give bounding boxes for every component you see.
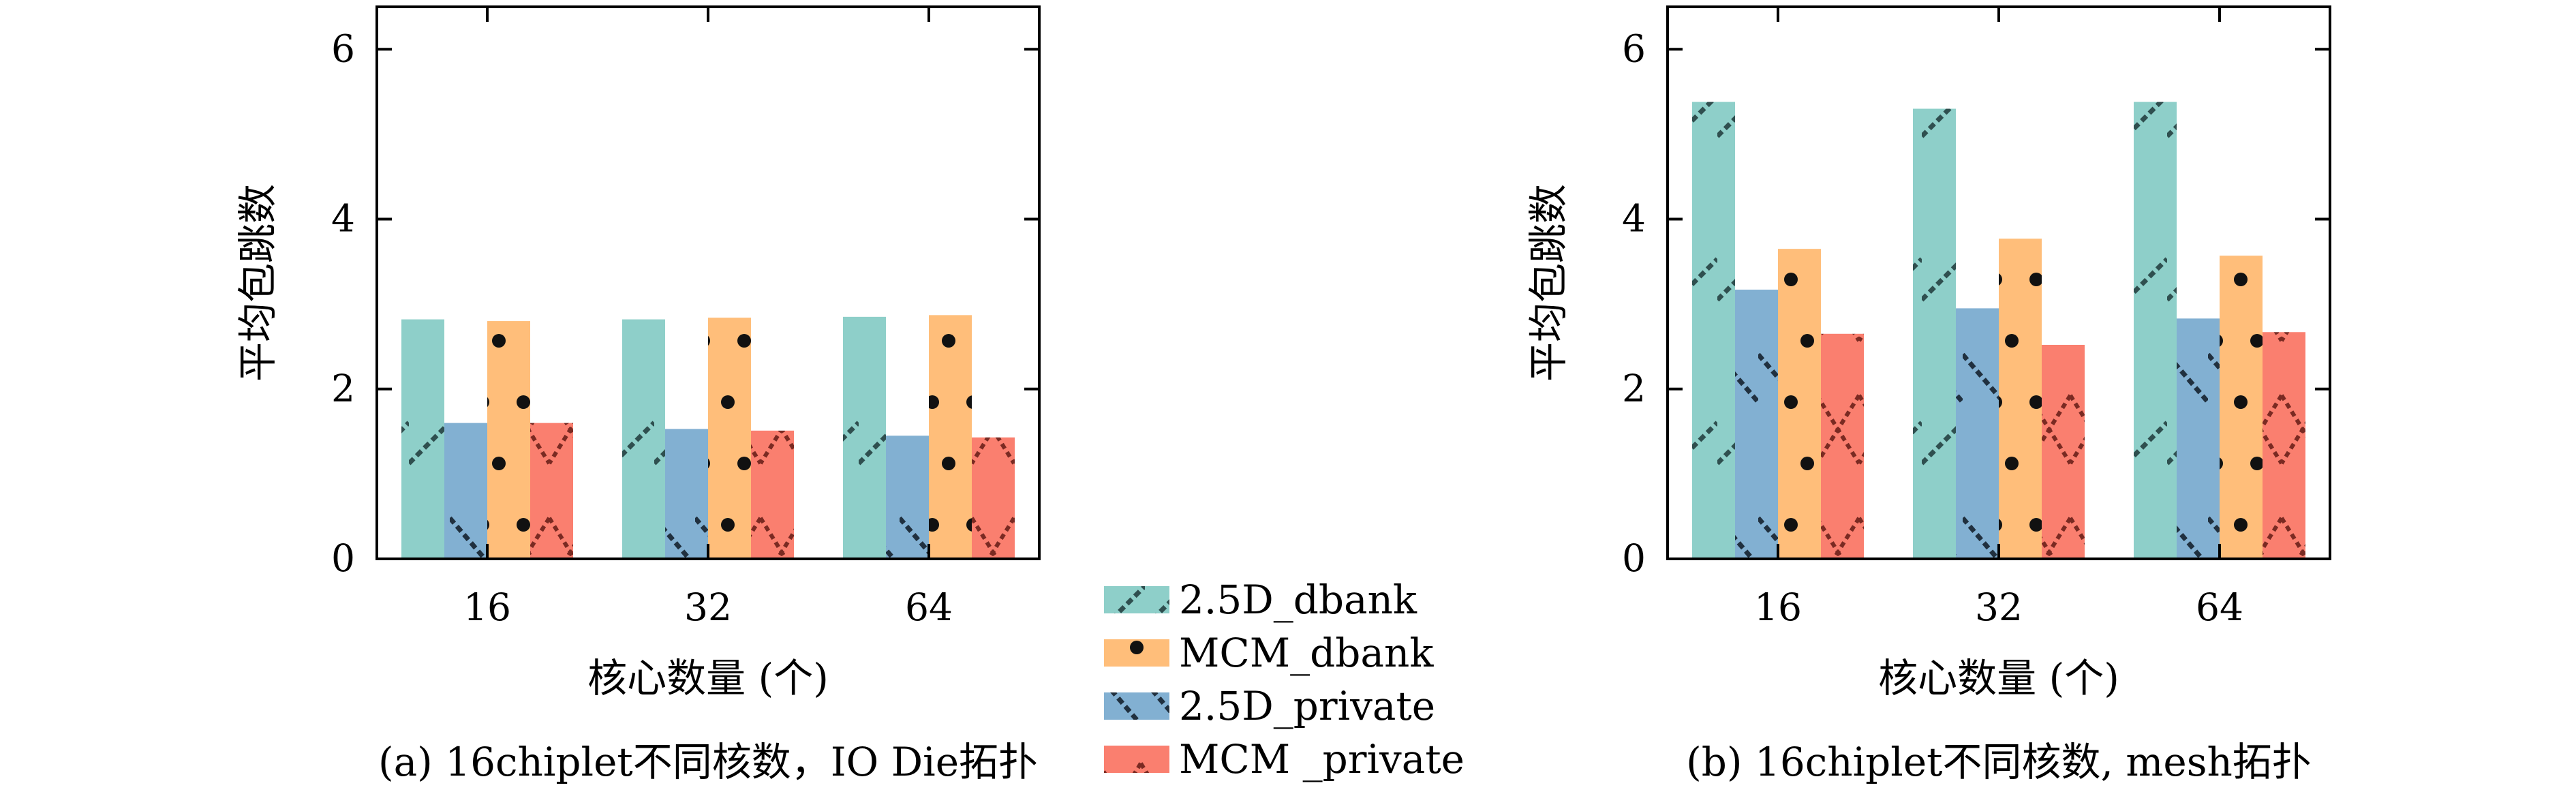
panel-b: 0 2 4 6 16 32 64 平均包跳数 核心数量 (个) (b) 16chiplet… bbox=[1525, 5, 2331, 785]
bar bbox=[487, 321, 530, 559]
x-tick-label: 32 bbox=[1975, 585, 2023, 629]
caption-a: (a) 16chiplet不同核数，IO Die拓扑 bbox=[378, 739, 1038, 785]
bar bbox=[444, 423, 487, 559]
legend-label: MCM _private bbox=[1179, 736, 1465, 782]
y-ticks-b: 0 2 4 6 bbox=[1622, 27, 2330, 580]
bar bbox=[1692, 102, 1735, 560]
y-tick-label: 6 bbox=[1622, 27, 1646, 70]
x-axis-label-b: 核心数量 (个) bbox=[1878, 655, 2119, 701]
bar bbox=[1778, 249, 1821, 559]
x-tick-label: 64 bbox=[2196, 585, 2243, 629]
bar bbox=[2220, 256, 2263, 559]
legend-label: 2.5D_dbank bbox=[1179, 577, 1417, 623]
x-ticks-a: 16 32 64 bbox=[463, 7, 953, 629]
bar bbox=[929, 315, 972, 559]
x-axis-label-a: 核心数量 (个) bbox=[587, 655, 829, 701]
legend-swatch-mcm-dbank bbox=[1104, 639, 1169, 667]
y-axis-label-b: 平均包跳数 bbox=[1525, 184, 1571, 382]
caption-b: (b) 16chiplet不同核数, mesh拓扑 bbox=[1686, 739, 2312, 785]
bar bbox=[1999, 239, 2042, 559]
y-tick-label: 4 bbox=[1622, 197, 1646, 241]
bar bbox=[622, 319, 665, 559]
legend-swatch-25d-dbank bbox=[1104, 586, 1169, 613]
y-tick-label: 2 bbox=[331, 367, 355, 410]
y-tick-label: 2 bbox=[1622, 367, 1646, 410]
bar bbox=[751, 430, 794, 559]
y-tick-label: 6 bbox=[331, 27, 355, 70]
bar bbox=[1735, 289, 1778, 559]
bar bbox=[972, 437, 1015, 559]
bar bbox=[401, 319, 444, 559]
bar bbox=[2177, 318, 2220, 559]
y-tick-label: 4 bbox=[331, 197, 355, 241]
legend-swatch-25d-private bbox=[1104, 692, 1169, 720]
legend-swatch-mcm-private bbox=[1104, 746, 1169, 773]
bars-b bbox=[1692, 102, 2305, 560]
x-ticks-b: 16 32 64 bbox=[1754, 7, 2243, 629]
bar bbox=[843, 316, 886, 559]
bar bbox=[1821, 333, 1864, 559]
legend-label: MCM_dbank bbox=[1179, 630, 1434, 676]
y-axis-label-a: 平均包跳数 bbox=[234, 184, 281, 382]
y-tick-label: 0 bbox=[1622, 536, 1646, 580]
y-ticks-a: 0 2 4 6 bbox=[331, 27, 1039, 580]
bar bbox=[530, 423, 573, 559]
x-tick-label: 64 bbox=[905, 585, 953, 629]
bar bbox=[2134, 102, 2177, 560]
legend: 2.5D_dbank MCM_dbank 2.5D_private MCM _p… bbox=[1104, 577, 1465, 782]
legend-label: 2.5D_private bbox=[1179, 683, 1435, 729]
bar bbox=[665, 429, 708, 559]
x-tick-label: 16 bbox=[463, 585, 511, 629]
bar bbox=[2263, 332, 2305, 559]
x-tick-label: 16 bbox=[1754, 585, 1802, 629]
bars-a bbox=[401, 315, 1015, 559]
bar bbox=[708, 318, 751, 559]
bar bbox=[2042, 344, 2085, 559]
bar bbox=[886, 436, 929, 559]
panel-a: 0 2 4 6 16 32 64 平均包跳数 核心数量 (个) (a) 16chiplet… bbox=[234, 5, 1041, 785]
bar bbox=[1956, 308, 1999, 559]
bar bbox=[1913, 108, 1956, 560]
x-tick-label: 32 bbox=[684, 585, 732, 629]
y-tick-label: 0 bbox=[331, 536, 355, 580]
